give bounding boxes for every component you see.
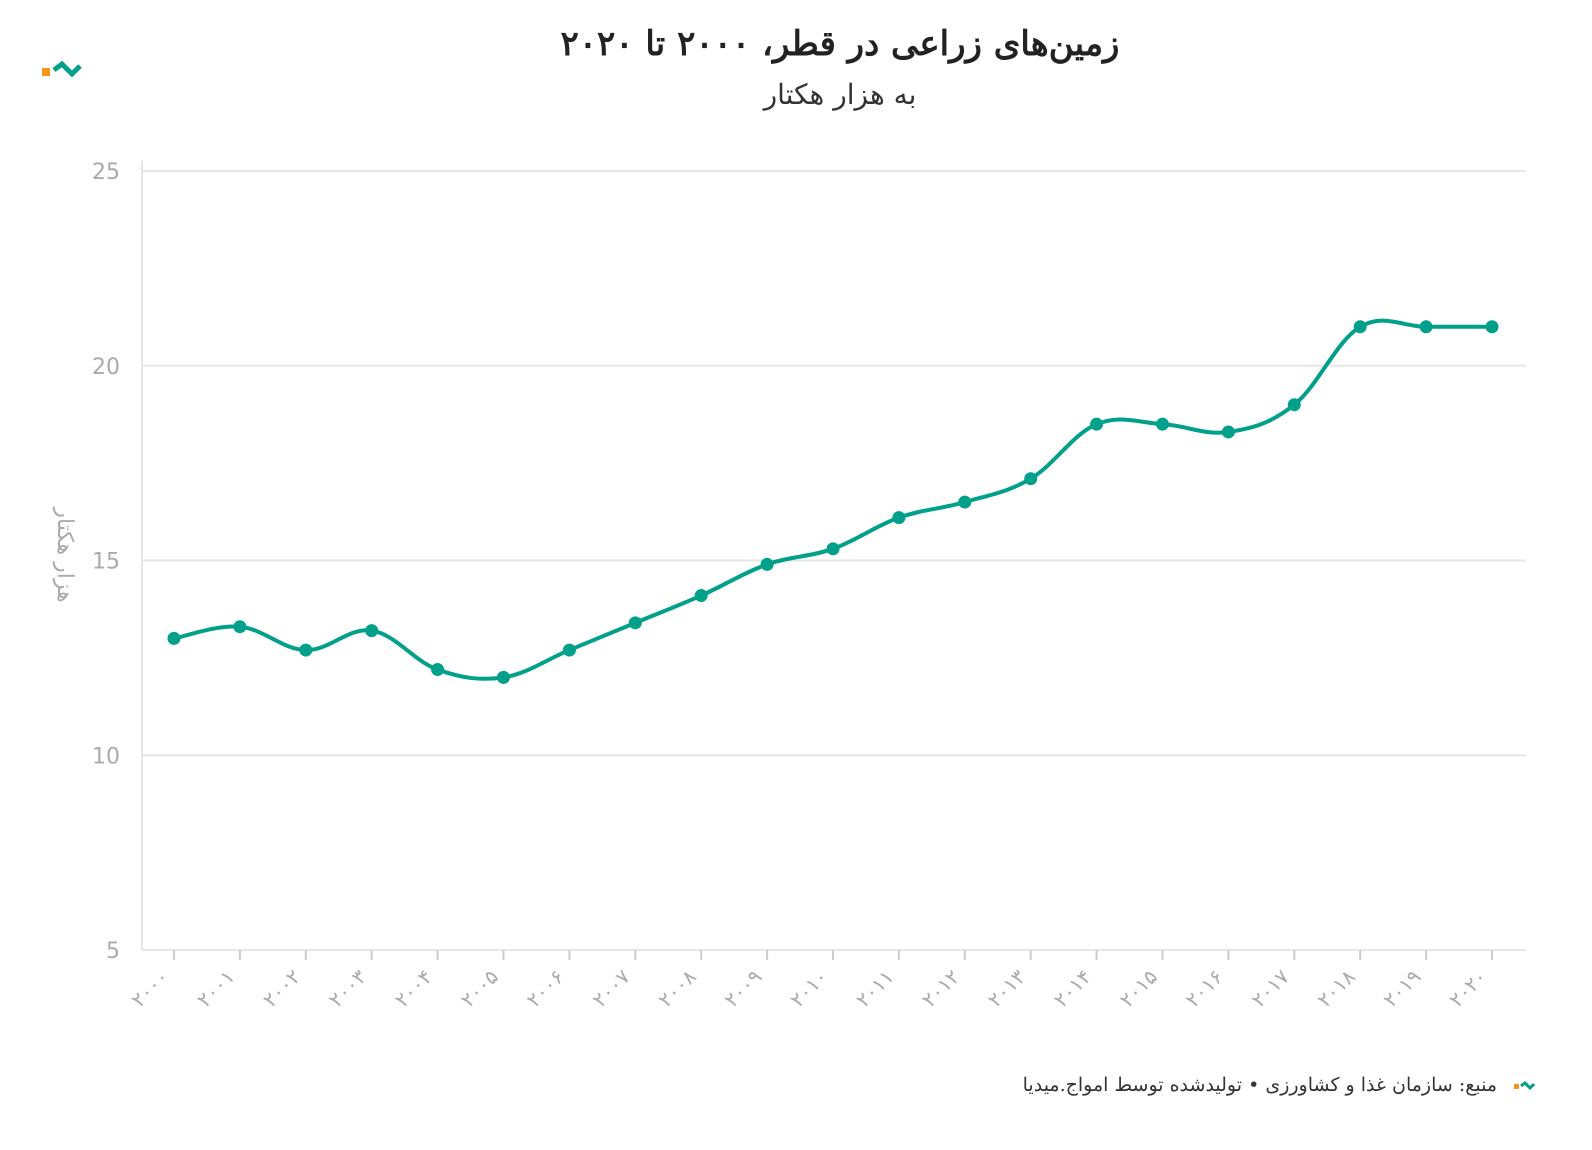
x-tick-label: ۲۰۰۷	[587, 964, 635, 1012]
data-point	[694, 589, 708, 603]
x-tick-label: ۲۰۰۸	[653, 964, 701, 1012]
data-point	[826, 542, 840, 556]
data-point	[562, 643, 576, 657]
chart-title: زمین‌های زراعی در قطر، ۲۰۰۰ تا ۲۰۲۰	[560, 24, 1120, 64]
data-point	[958, 495, 972, 509]
data-point	[1287, 398, 1301, 412]
x-tick-label: ۲۰۰۹	[719, 965, 766, 1012]
y-tick-label: 20	[92, 355, 120, 380]
data-point	[1353, 320, 1367, 334]
x-tick-label: ۲۰۰۵	[456, 965, 503, 1012]
data-point	[167, 631, 181, 645]
data-point	[1156, 417, 1169, 431]
data-point	[1221, 425, 1235, 439]
x-tick-label: ۲۰۱۱	[851, 965, 898, 1012]
x-tick-label: ۲۰۱۲	[917, 965, 964, 1012]
brand-logo	[42, 60, 82, 78]
x-tick-label: ۲۰۰۰	[126, 965, 173, 1012]
x-tick-label: ۲۰۰۱	[192, 965, 239, 1012]
data-points	[167, 320, 1499, 684]
logo-orange-square	[42, 68, 50, 76]
x-tick-label: ۲۰۱۰	[785, 965, 832, 1012]
x-tick-label: ۲۰۱۸	[1312, 964, 1360, 1012]
x-tick-label: ۲۰۱۴	[1049, 965, 1096, 1012]
logo-teal-mark	[52, 60, 82, 78]
y-axis-ticks: 5 10 15 20 25	[92, 160, 120, 964]
x-tick-label: ۲۰۱۷	[1246, 964, 1294, 1012]
data-point	[760, 557, 774, 571]
data-point	[628, 616, 642, 630]
y-tick-label: 10	[92, 744, 120, 769]
x-tick-label: ۲۰۲۰	[1444, 965, 1491, 1012]
x-axis-ticks: ۲۰۰۰ ۲۰۰۱ ۲۰۰۲ ۲۰۰۳ ۲۰۰۴ ۲۰۰۵ ۲۰۰۶ ۲۰۰۷ ۲۰۰۸ ۲۰۰۹…	[126, 950, 1493, 1012]
data-point	[365, 624, 379, 638]
data-point	[892, 511, 906, 525]
y-tick-label: 5	[106, 939, 120, 964]
y-tick-label: 25	[92, 160, 120, 185]
data-point	[299, 643, 313, 657]
x-tick-label: ۲۰۰۶	[522, 965, 569, 1012]
data-point	[233, 620, 247, 634]
y-axis-label: هزار هکتار	[52, 506, 77, 602]
x-tick-label: ۲۰۰۴	[390, 965, 437, 1012]
y-tick-label: 15	[92, 550, 120, 575]
chart-subtitle: به هزار هکتار	[763, 78, 917, 111]
x-tick-label: ۲۰۱۵	[1115, 965, 1162, 1012]
grid-lines	[141, 161, 1526, 951]
data-point	[431, 663, 445, 677]
x-tick-label: ۲۰۱۹	[1378, 965, 1425, 1012]
data-point	[1419, 320, 1433, 334]
data-point	[1485, 320, 1499, 334]
x-tick-label: ۲۰۰۳	[324, 964, 372, 1012]
source-footer: منبع: سازمان غذا و کشاورزی • تولیدشده تو…	[1022, 1074, 1497, 1096]
data-point	[1024, 472, 1038, 486]
data-point	[1090, 417, 1104, 431]
footer-logo	[1514, 1081, 1536, 1091]
data-point	[497, 670, 510, 684]
x-tick-label: ۲۰۱۶	[1181, 965, 1228, 1012]
x-tick-label: ۲۰۰۲	[258, 965, 305, 1012]
x-tick-label: ۲۰۱۳	[983, 964, 1031, 1012]
